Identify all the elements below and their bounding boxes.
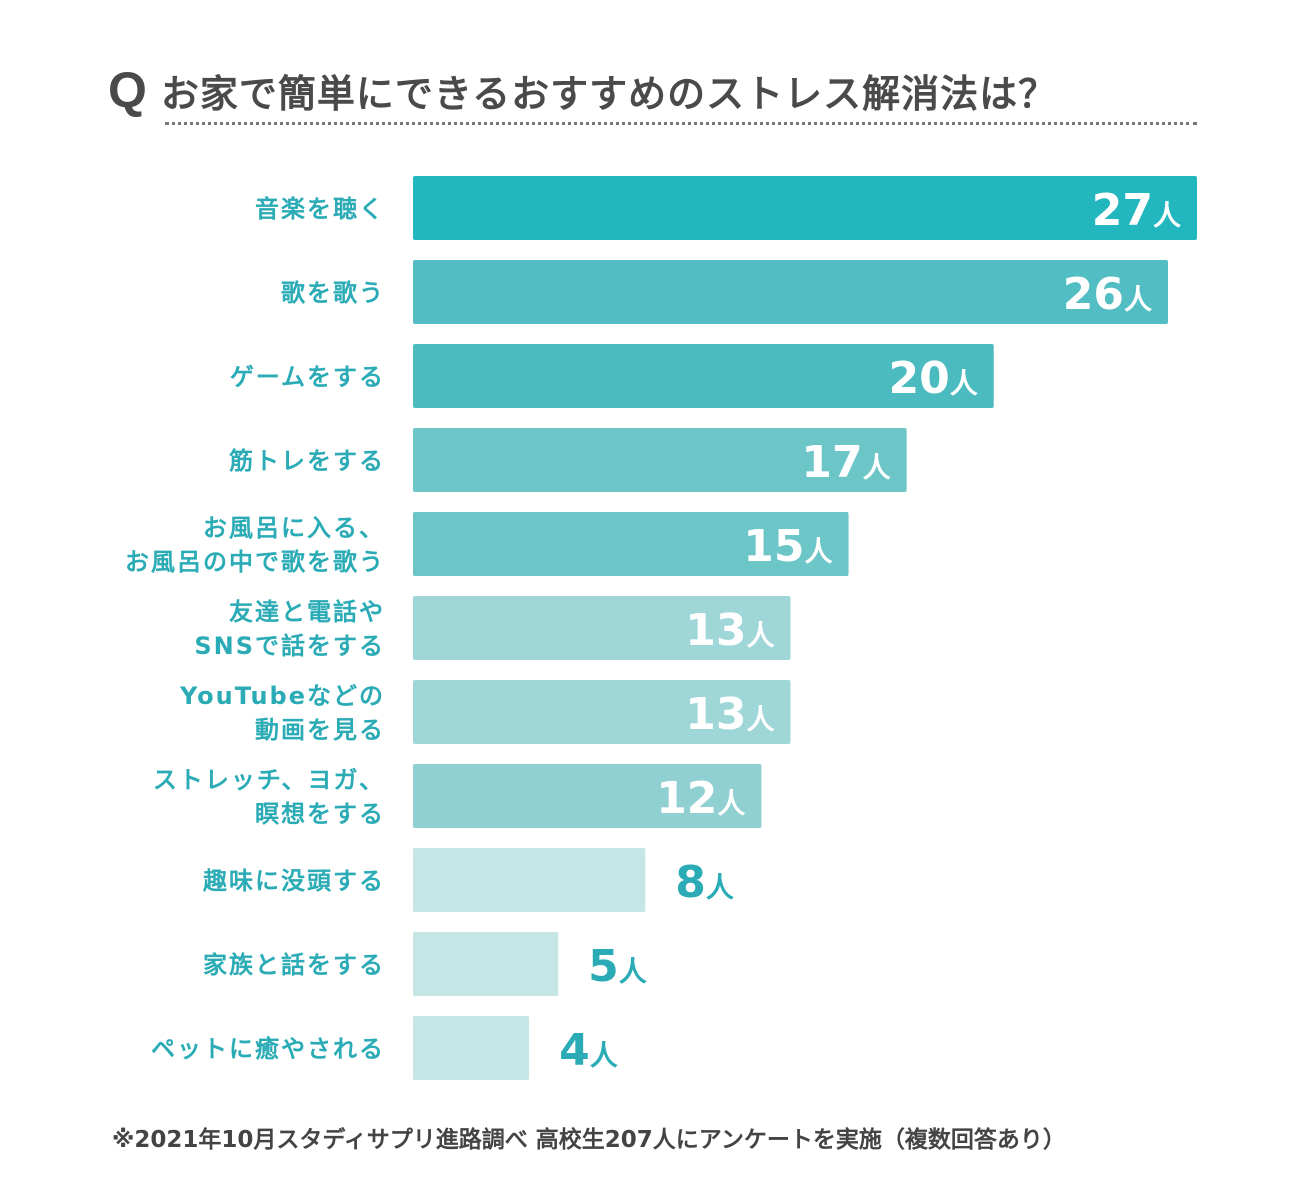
bar [413,1016,530,1080]
value-label: 5人 [588,941,647,992]
category-label: 音楽を聴く [255,195,385,223]
category-label: 歌を歌う [281,279,385,307]
category-label: ストレッチ、ヨガ、 [153,766,385,794]
value-label: 27人 [1092,185,1181,236]
category-label: お風呂に入る、 [203,514,385,542]
value-label: 13人 [685,605,774,656]
bar [413,344,994,408]
category-label: 動画を見る [255,716,385,744]
category-label: 瞑想をする [255,800,385,828]
bar [413,932,559,996]
value-label: 26人 [1063,269,1152,320]
category-label: ゲームをする [230,363,385,391]
value-label: 13人 [685,689,774,740]
footnote: ※2021年10月スタディサプリ進路調べ 高校生207人にアンケートを実施（複数… [112,1127,1066,1153]
category-label: お風呂の中で歌を歌う [125,548,385,576]
value-label: 8人 [675,857,734,908]
value-label: 4人 [559,1025,618,1076]
category-label: 家族と話をする [203,951,385,979]
category-label: ペットに癒やされる [151,1035,385,1063]
q-icon: Q [108,62,147,118]
value-label: 17人 [801,437,890,488]
category-label: 趣味に没頭する [202,867,385,895]
bar [413,680,791,744]
category-label: 筋トレをする [228,447,385,475]
bar [413,848,646,912]
bar [413,260,1168,324]
title-text: お家で簡単にできるおすすめのストレス解消法は？ [160,71,1058,116]
value-label: 15人 [743,521,832,572]
title-divider [165,122,1197,125]
value-label: 20人 [888,353,977,404]
bar [413,428,907,492]
category-label: 友達と電話や [229,598,385,626]
category-label: SNSで話をする [194,632,385,660]
category-label: YouTubeなどの [179,682,385,710]
bar [413,512,849,576]
value-label: 12人 [656,773,745,824]
chart-title: Q お家で簡単にできるおすすめのストレス解消法は？ [108,60,1057,120]
bar [413,764,762,828]
bar [413,596,791,660]
bar [413,176,1197,240]
